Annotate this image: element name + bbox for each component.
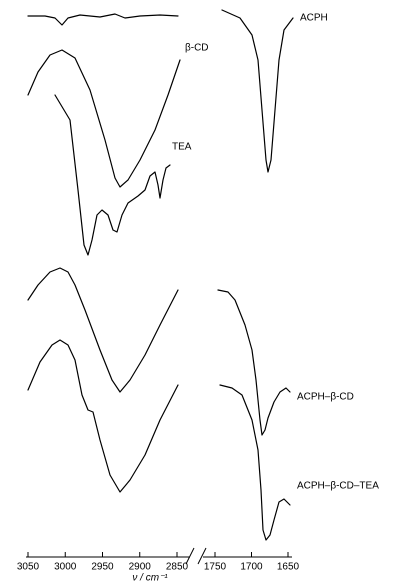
acph-bcd-curve-left: [27, 267, 179, 393]
axis-break: [197, 547, 207, 565]
acph-curve-right: [221, 9, 294, 173]
acph-curve-left: [27, 13, 179, 26]
acph-bcd-tea-curve-left: [27, 339, 179, 493]
series-label: ACPH: [300, 13, 328, 24]
x-tick-label: 2950: [91, 562, 114, 573]
series-label: ACPH–β-CD: [297, 392, 354, 403]
x-tick-label: 2900: [129, 562, 152, 573]
x-tick-label: 3000: [54, 562, 77, 573]
x-tick-label: 1700: [240, 562, 263, 573]
tea-curve: [54, 94, 171, 256]
acph-bcd-curve-right: [217, 289, 291, 436]
x-tick-label: 3050: [17, 562, 40, 573]
axis-break: [185, 547, 195, 565]
x-axis-label: ν / cm⁻¹: [132, 573, 168, 584]
bcd-curve: [27, 49, 181, 188]
x-tick-label: 1750: [204, 562, 227, 573]
series-label: TEA: [172, 142, 192, 153]
x-tick-label: 1650: [277, 562, 300, 573]
series-label: β-CD: [185, 43, 209, 54]
series-label: ACPH–β-CD–TEA: [297, 481, 379, 492]
acph-bcd-tea-curve-right: [219, 384, 291, 541]
x-tick-label: 2850: [166, 562, 189, 573]
